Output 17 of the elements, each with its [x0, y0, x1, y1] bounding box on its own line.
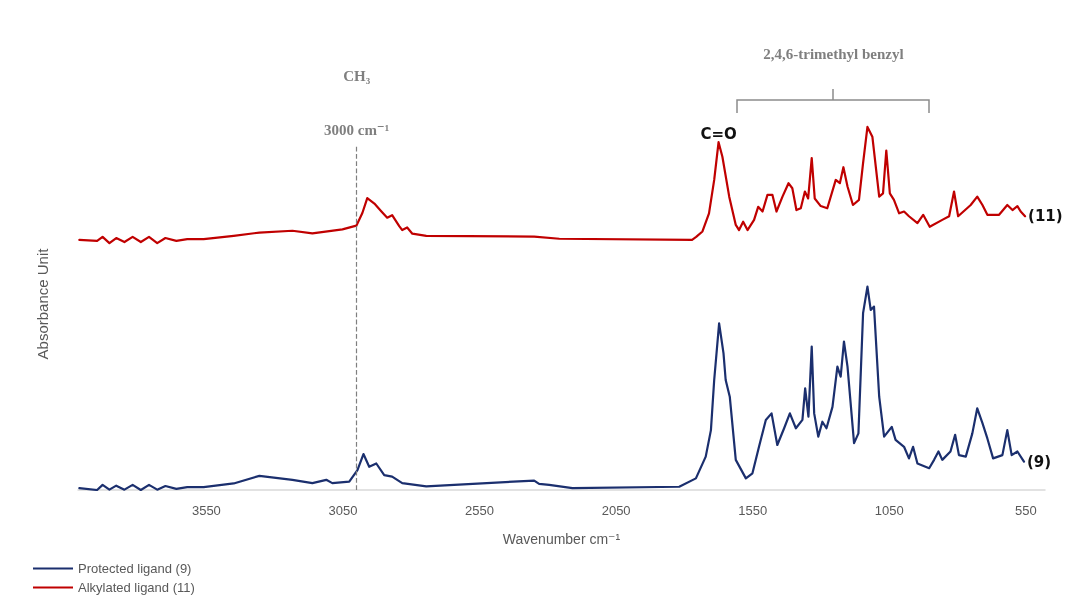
x-tick-label: 1050	[874, 503, 904, 518]
annotation: (9)	[1026, 452, 1052, 471]
x-tick-label: 3050	[328, 503, 358, 518]
annotation: (11)	[1028, 207, 1063, 226]
text: CH₃	[343, 68, 371, 85]
ref-line-label: 3000 cm⁻¹	[323, 121, 390, 138]
x-tick-label: 2550	[465, 503, 495, 518]
y-axis-title: Absorbance Unit	[33, 247, 51, 360]
annotation: C=O	[700, 124, 737, 143]
x-tick-label: 550	[1015, 503, 1037, 518]
legend-label: Alkylated ligand (11)	[78, 580, 195, 595]
text: 2,4,6-trimethyl benzyl	[763, 46, 904, 63]
x-axis-title: Wavenumber cm⁻¹	[502, 531, 621, 547]
x-tick-label: 2050	[601, 503, 631, 518]
x-tick-label: 3550	[191, 503, 221, 518]
legend-label: Protected ligand (9)	[78, 561, 192, 576]
x-tick-label: 1550	[738, 503, 768, 518]
